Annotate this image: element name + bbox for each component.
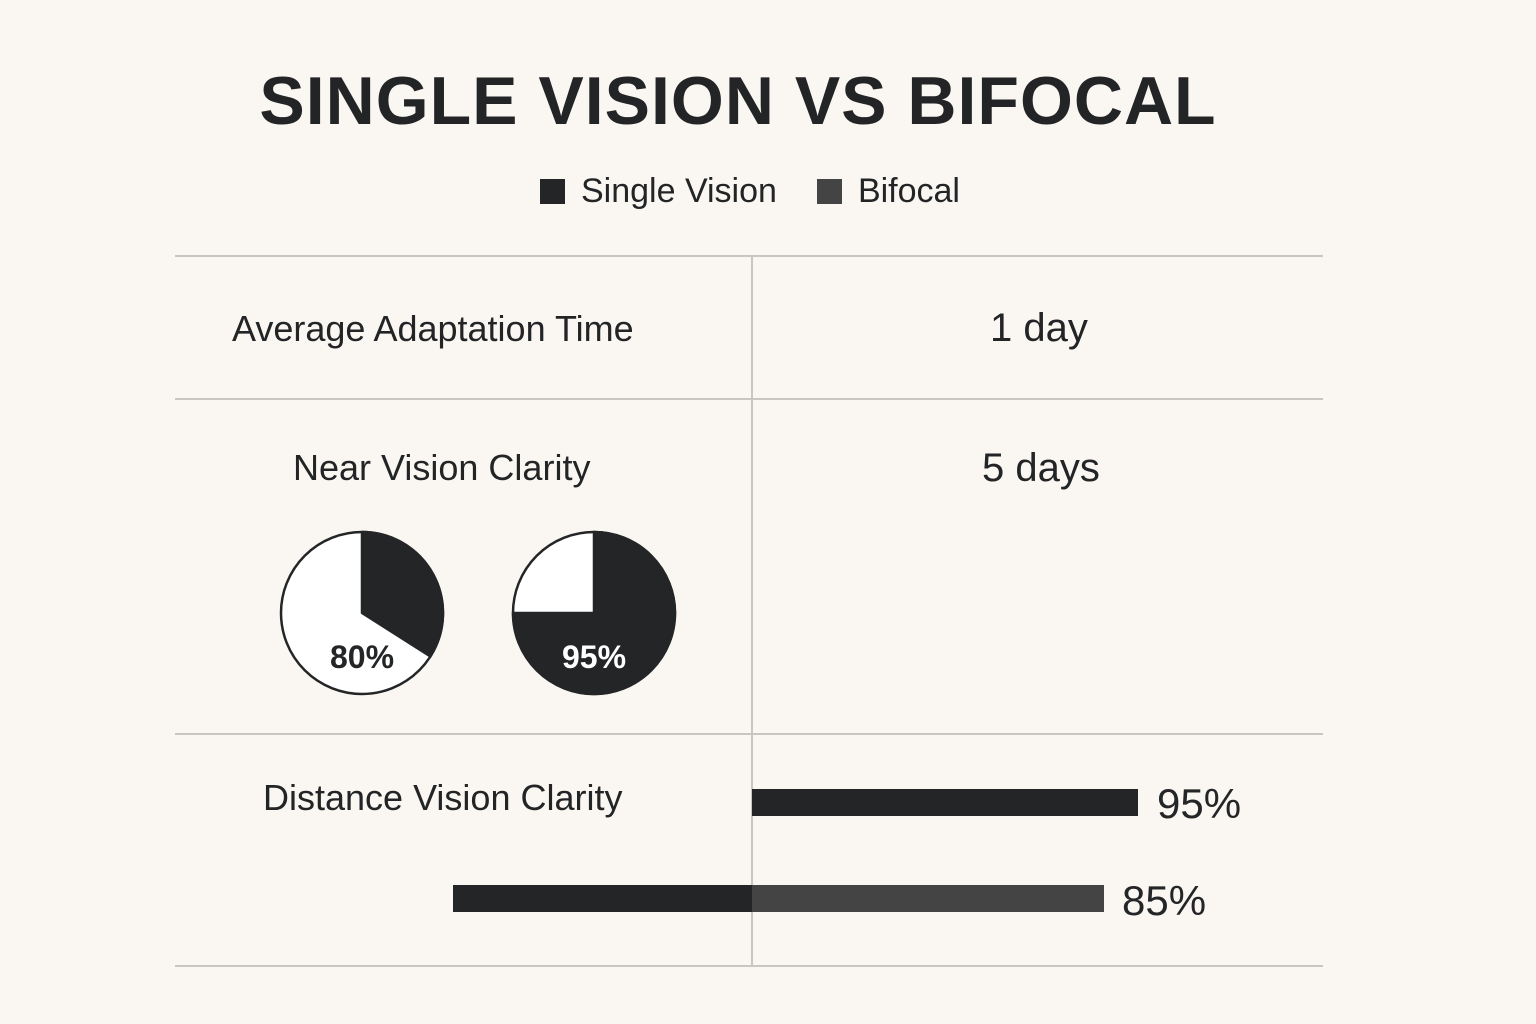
legend-label-bifocal: Bifocal <box>857 172 960 210</box>
chart-title: SINGLE VISION VS BIFOCAL <box>259 63 1217 139</box>
pie-1-slice <box>360 530 445 658</box>
grid-line-row1 <box>175 398 1323 400</box>
row-label-near-vision: Near Vision Clarity <box>293 447 591 488</box>
bar-distance-single-vision <box>752 789 1138 816</box>
legend-label-single-vision: Single Vision <box>580 172 777 210</box>
legend-item-bifocal: Bifocal <box>816 172 960 211</box>
row-value-near-vision: 5 days <box>982 446 1100 490</box>
pie-1-label: 80% <box>330 639 394 675</box>
row-label-adaptation-time: Average Adaptation Time <box>232 308 634 349</box>
legend-swatch-bifocal <box>816 179 842 204</box>
pie-2-slice <box>511 530 677 696</box>
grid-line-top <box>175 255 1323 257</box>
grid-line-bottom <box>175 965 1323 967</box>
bar-distance-single-vision-left <box>453 885 752 912</box>
legend-swatch-single-vision <box>539 179 565 204</box>
row-label-distance-vision: Distance Vision Clarity <box>263 777 623 818</box>
pie-2-label: 95% <box>562 639 626 675</box>
legend: Single Vision Bifocal <box>0 172 1500 211</box>
row-value-adaptation-time: 1 day <box>990 306 1088 350</box>
bar-distance-bifocal-label: 85% <box>1122 877 1206 924</box>
legend-item-single-vision: Single Vision <box>539 172 777 211</box>
grid-line-row2 <box>175 733 1323 735</box>
grid-line-divider <box>751 256 753 966</box>
bar-distance-bifocal <box>752 885 1104 912</box>
bar-distance-single-vision-label: 95% <box>1157 780 1241 827</box>
